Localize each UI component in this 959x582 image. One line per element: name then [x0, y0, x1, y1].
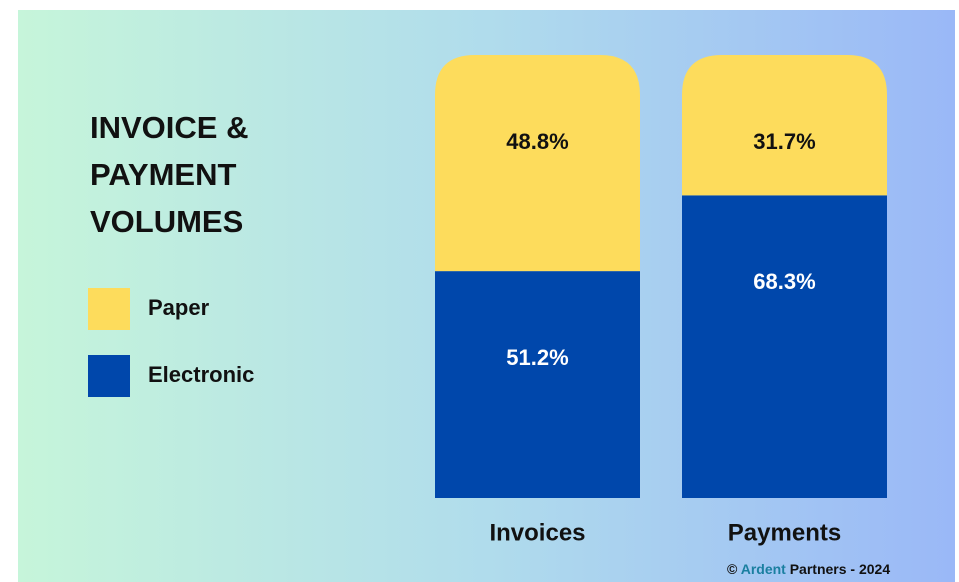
data-label: 68.3% — [753, 269, 815, 294]
legend-label: Electronic — [148, 362, 254, 387]
legend-swatch — [88, 355, 130, 397]
bar-segment — [435, 55, 640, 272]
legend-label: Paper — [148, 295, 210, 320]
x-tick-label: Payments — [728, 519, 841, 546]
data-label: 51.2% — [506, 345, 568, 370]
data-label: 48.8% — [506, 129, 568, 154]
footer-brand: Ardent — [741, 561, 786, 577]
footer-prefix: © — [727, 561, 738, 577]
bar-segment — [682, 55, 887, 196]
legend-swatch — [88, 288, 130, 330]
footer: © Ardent Partners - 2024 — [727, 561, 890, 577]
x-tick-label: Invoices — [489, 519, 585, 546]
bar-segment — [682, 195, 887, 498]
footer-suffix: Partners - 2024 — [790, 561, 891, 577]
bar-segment — [435, 271, 640, 498]
chart-title: INVOICE & PAYMENT VOLUMES — [90, 110, 249, 239]
data-label: 31.7% — [753, 129, 815, 154]
